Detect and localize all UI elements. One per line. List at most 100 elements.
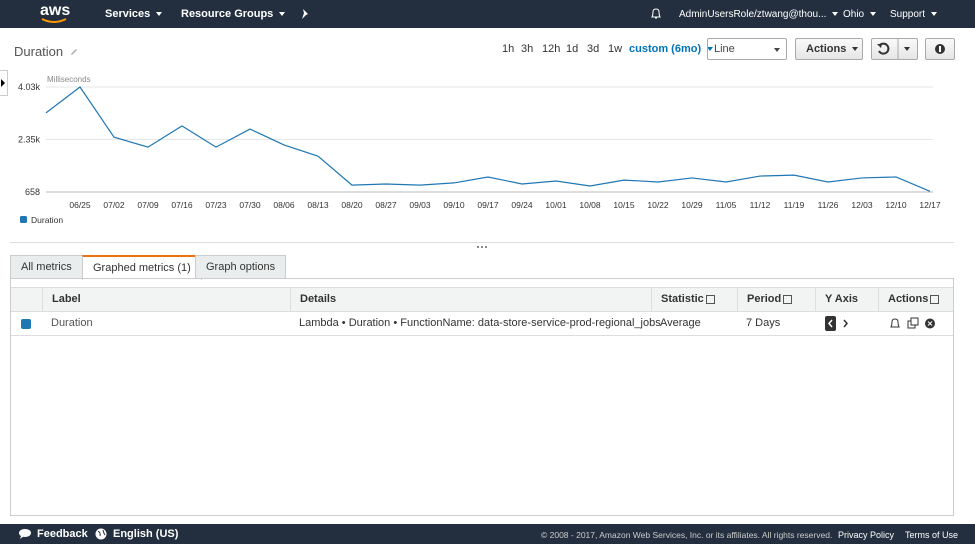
divider — [10, 242, 954, 243]
x-tick-label: 11/05 — [716, 200, 737, 210]
footer — [0, 524, 975, 544]
x-tick-label: 11/12 — [750, 200, 771, 210]
x-tick-label: 10/22 — [647, 200, 669, 210]
view-select[interactable]: Line — [707, 38, 787, 60]
range-option[interactable]: 1w — [608, 43, 623, 55]
language-menu[interactable]: English (US) — [113, 528, 179, 540]
table-cell: Average — [660, 317, 701, 329]
resize-handle[interactable] — [476, 245, 488, 249]
header-label: Details — [300, 293, 337, 305]
header-label: Label — [52, 293, 81, 305]
terms-link[interactable]: Terms of Use — [905, 530, 959, 540]
help-button[interactable] — [925, 38, 955, 60]
caret — [707, 47, 714, 52]
tab-active[interactable]: Graphed metrics (1) — [82, 255, 202, 280]
range-option[interactable]: 1d — [566, 43, 579, 55]
pin-icon[interactable] — [299, 8, 311, 20]
column-header[interactable]: Y Axis — [815, 287, 878, 312]
x-tick-label: 07/16 — [171, 200, 193, 210]
actions-button[interactable]: Actions — [795, 38, 863, 60]
column-header[interactable]: Actions — [878, 287, 954, 312]
table-cell: 7 Days — [746, 317, 781, 329]
series-line — [45, 86, 931, 192]
row-border — [11, 335, 953, 336]
y-right-button[interactable] — [840, 316, 850, 331]
graph-title[interactable]: Duration — [14, 44, 64, 59]
x-tick-label: 09/24 — [511, 200, 533, 210]
bell-icon[interactable] — [649, 7, 663, 21]
x-tick-label: 09/17 — [477, 200, 499, 210]
column-header: Label — [42, 287, 290, 312]
services-menu[interactable]: Services — [105, 8, 163, 20]
aws-logo[interactable]: aws — [40, 2, 71, 19]
x-tick-label: 09/10 — [443, 200, 465, 210]
header-label: Period — [747, 293, 782, 305]
services-label: Services — [105, 8, 151, 20]
tab[interactable]: Graph options — [195, 255, 287, 279]
range-option[interactable]: 3d — [587, 43, 600, 55]
refresh-icon — [877, 39, 910, 59]
column-header: Details — [290, 287, 651, 312]
x-tick-label: 12/17 — [919, 200, 941, 210]
custom-range[interactable]: custom (6mo) — [629, 43, 714, 55]
series-swatch[interactable] — [21, 319, 31, 329]
x-tick-label: 10/29 — [681, 200, 703, 210]
caret — [832, 12, 839, 17]
x-tick-label: 12/10 — [885, 200, 907, 210]
privacy-link[interactable]: Privacy Policy — [838, 530, 895, 540]
view-label: Line — [714, 43, 735, 55]
caret — [774, 48, 780, 52]
header-label: Actions — [888, 293, 929, 305]
resource-groups-label: Resource Groups — [181, 8, 274, 20]
table-header — [11, 287, 953, 312]
user-menu[interactable]: AdminUsersRole/ztwang@thou... — [679, 9, 839, 20]
feedback-icon — [19, 529, 31, 539]
sidebar-toggle[interactable] — [0, 70, 8, 96]
refresh-button[interactable] — [871, 38, 918, 60]
table-cell[interactable]: Duration — [51, 317, 93, 329]
range-option[interactable]: 1h — [502, 43, 515, 55]
metrics-panel — [10, 278, 954, 516]
x-tick-label: 08/20 — [341, 200, 363, 210]
table-cell: Lambda • Duration • FunctionName: data-s… — [299, 317, 661, 329]
caret — [156, 12, 163, 17]
y-left-button[interactable] — [825, 316, 836, 331]
x-tick-label: 10/01 — [545, 200, 567, 210]
feedback-link[interactable]: Feedback — [37, 528, 88, 540]
edit-icon[interactable] — [69, 46, 79, 56]
region-menu[interactable]: Ohio — [843, 9, 877, 20]
caret — [931, 12, 938, 17]
column-header[interactable]: Statistic — [651, 287, 737, 312]
chart: Milliseconds 658 2.35k 4.03k 06/25 07/02 07/0… — [18, 75, 941, 225]
sort-icon — [705, 294, 715, 304]
range-option[interactable]: 12h — [542, 43, 561, 55]
row-actions[interactable] — [888, 317, 938, 330]
range-option[interactable]: 3h — [521, 43, 534, 55]
help-icon — [935, 44, 945, 54]
sort-icon — [783, 294, 793, 304]
column-header[interactable]: Period — [737, 287, 815, 312]
x-tick-label: 09/03 — [409, 200, 431, 210]
custom-label: custom (6mo) — [629, 43, 702, 55]
x-tick-label: 10/15 — [613, 200, 635, 210]
sort-icon — [930, 294, 940, 304]
x-tick-label: 07/30 — [239, 200, 261, 210]
header-label: Y Axis — [825, 293, 859, 305]
x-tick-label: 06/25 — [69, 200, 91, 210]
x-tick-label: 07/23 — [205, 200, 227, 210]
y-tick-label: 2.35k — [18, 134, 41, 144]
header-label: Statistic — [661, 293, 704, 305]
resource-groups-menu[interactable]: Resource Groups — [181, 8, 286, 20]
x-tick-label: 08/27 — [375, 200, 397, 210]
caret — [870, 12, 877, 17]
legend-swatch — [20, 216, 27, 223]
copyright: © 2008 - 2017, Amazon Web Services, Inc.… — [541, 530, 833, 540]
tab[interactable]: All metrics — [10, 255, 83, 279]
caret — [852, 47, 859, 52]
y-tick-label: 4.03k — [18, 82, 41, 92]
x-tick-label: 11/19 — [784, 200, 805, 210]
x-tick-label: 12/03 — [851, 200, 873, 210]
support-menu[interactable]: Support — [890, 9, 938, 20]
globe-icon — [95, 528, 107, 540]
